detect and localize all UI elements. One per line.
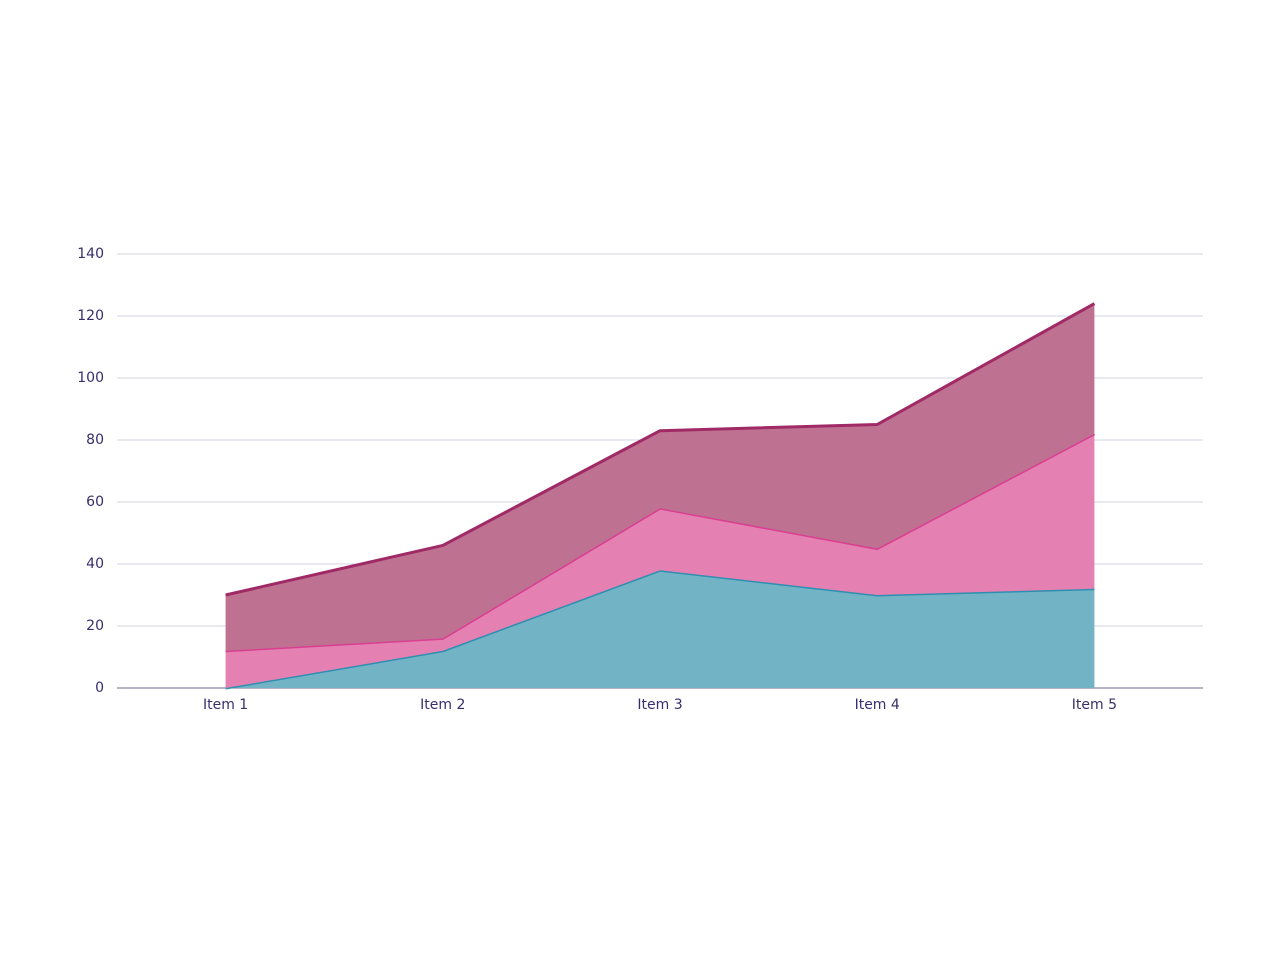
y-tick-label: 100 [77,370,104,386]
x-tick-label: Item 3 [637,697,682,713]
x-tick-label: Item 2 [420,697,465,713]
area [225,570,1095,688]
y-tick-label: 0 [95,680,104,696]
area-line [225,302,1096,597]
y-tick-label: 120 [77,308,104,324]
area [225,303,1095,651]
y-tick-label: 20 [86,618,104,634]
y-tick-label: 80 [86,432,104,448]
area [225,433,1095,688]
x-tick-label: Item 1 [203,697,248,713]
y-tick-label: 60 [86,494,104,510]
x-tick-label: Item 4 [855,697,900,713]
y-tick-label: 140 [77,246,104,262]
y-tick-label: 40 [86,556,104,572]
x-tick-label: Item 5 [1072,697,1117,713]
